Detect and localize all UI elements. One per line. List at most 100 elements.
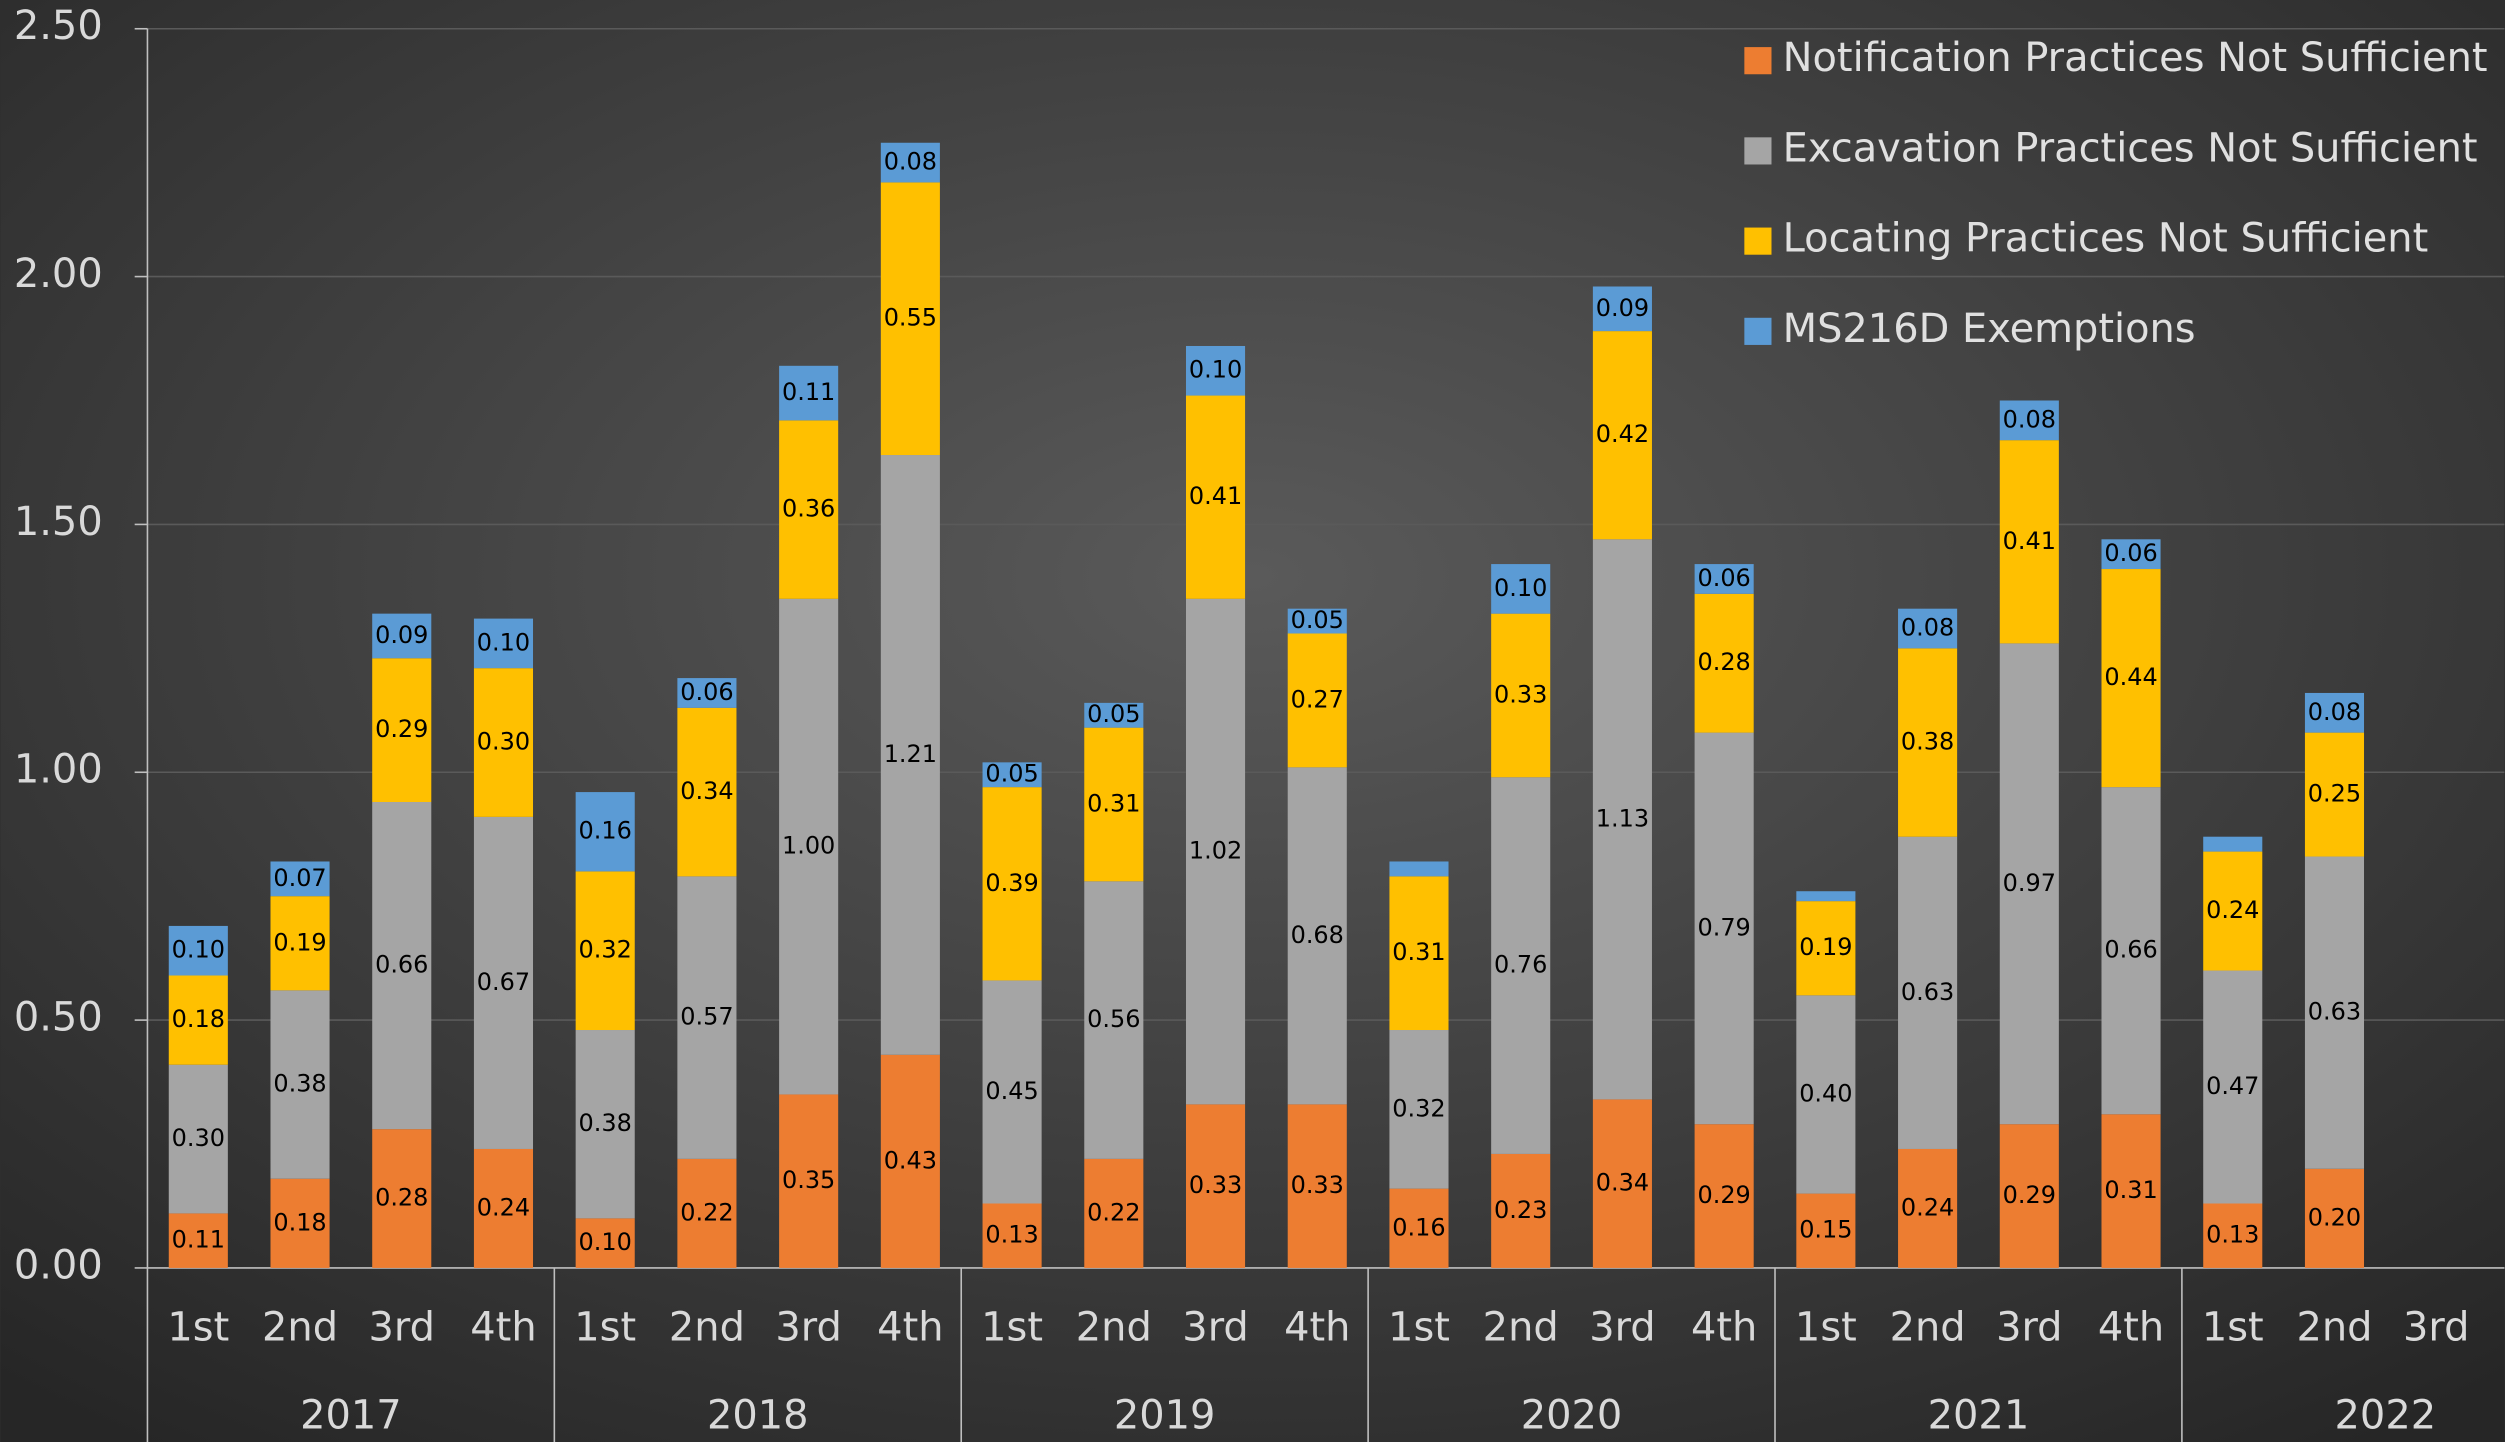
x-tick-label: 1st xyxy=(1388,1305,1450,1351)
bar-segment xyxy=(270,1178,330,1268)
bar-segment xyxy=(1491,777,1551,1154)
bar-segment xyxy=(1999,643,2059,1125)
x-group-label: 2018 xyxy=(707,1393,809,1439)
bar-segment xyxy=(1694,564,1754,594)
data-label: 1.02 xyxy=(1189,837,1242,865)
bar-segment xyxy=(1491,1153,1551,1268)
data-label: 0.33 xyxy=(1291,1171,1344,1199)
bar-segment xyxy=(1084,702,1144,728)
x-tick-label: 1st xyxy=(1795,1305,1857,1351)
data-label: 0.29 xyxy=(375,715,428,743)
data-label: 0.55 xyxy=(884,304,937,332)
data-label: 0.42 xyxy=(1596,420,1649,448)
x-tick-label: 1st xyxy=(2202,1305,2264,1351)
bar-segment xyxy=(1491,564,1551,614)
data-label: 0.10 xyxy=(172,936,225,964)
data-label: 0.27 xyxy=(1291,685,1344,713)
bar-segment xyxy=(372,613,432,659)
bar-segment xyxy=(2101,569,2161,788)
data-label: 0.44 xyxy=(2104,663,2157,691)
bar-segment xyxy=(1185,345,1246,396)
x-tick-label: 3rd xyxy=(2403,1305,2469,1351)
data-label: 1.13 xyxy=(1596,804,1649,832)
x-tick-label: 3rd xyxy=(1589,1305,1655,1351)
x-tick-label: 2nd xyxy=(1890,1305,1966,1351)
bar-segment xyxy=(2304,732,2365,857)
bar-segment xyxy=(677,876,737,1159)
data-label: 0.06 xyxy=(2104,539,2157,567)
data-label: 0.13 xyxy=(985,1221,1038,1249)
x-tick-label: 2nd xyxy=(262,1305,338,1351)
data-label: 0.34 xyxy=(680,777,733,805)
data-label: 0.08 xyxy=(884,148,937,176)
data-label: 0.24 xyxy=(2206,896,2259,924)
bar-segment xyxy=(1287,1104,1347,1268)
data-label: 0.30 xyxy=(172,1124,225,1152)
bar-segment xyxy=(2203,1203,2263,1268)
data-label: 0.11 xyxy=(172,1226,225,1254)
bar-segment xyxy=(1898,836,1958,1149)
y-tick-label: 1.50 xyxy=(14,499,103,545)
bar-segment xyxy=(677,707,737,877)
x-tick-label: 3rd xyxy=(775,1305,841,1351)
data-label: 0.19 xyxy=(273,928,326,956)
data-label: 0.18 xyxy=(273,1208,326,1236)
x-group-label: 2019 xyxy=(1114,1393,1216,1439)
bar-segment xyxy=(1796,1193,1856,1268)
bar-segment xyxy=(2203,851,2263,971)
data-label: 1.21 xyxy=(884,740,937,768)
data-label: 0.16 xyxy=(1392,1213,1445,1241)
bar-segment xyxy=(677,678,737,708)
data-label: 0.11 xyxy=(782,378,835,406)
data-label: 0.30 xyxy=(477,728,530,756)
bar-segment xyxy=(2304,692,2365,733)
bar-segment xyxy=(779,1094,839,1268)
y-tick-label: 1.00 xyxy=(14,747,103,793)
data-label: 0.40 xyxy=(1799,1079,1852,1107)
data-label: 0.41 xyxy=(2003,527,2056,555)
data-label: 0.32 xyxy=(1392,1094,1445,1122)
bar-segment xyxy=(2304,856,2365,1169)
x-group-label: 2017 xyxy=(300,1393,402,1439)
data-label: 0.31 xyxy=(2104,1176,2157,1204)
data-label: 0.20 xyxy=(2308,1203,2361,1231)
bar-segment xyxy=(270,896,330,991)
data-label: 0.34 xyxy=(1596,1169,1649,1197)
bar-segment xyxy=(982,762,1042,788)
data-label: 0.19 xyxy=(1799,933,1852,961)
bar-segment xyxy=(1592,1099,1652,1268)
bar-segment xyxy=(1999,440,2059,644)
legend-swatch xyxy=(1744,137,1772,165)
bar-segment xyxy=(1389,1030,1449,1189)
data-label: 0.66 xyxy=(375,951,428,979)
data-label: 0.06 xyxy=(1697,564,1750,592)
legend-label: Notification Practices Not Sufficient xyxy=(1783,35,2488,81)
data-label: 0.25 xyxy=(2308,780,2361,808)
y-tick-label: 2.00 xyxy=(14,251,103,297)
data-label: 0.22 xyxy=(680,1198,733,1226)
y-tick-label: 0.00 xyxy=(14,1242,103,1288)
bar-segment xyxy=(982,787,1042,981)
bar-segment xyxy=(1185,598,1246,1105)
data-label: 0.10 xyxy=(579,1228,632,1256)
bar-segment xyxy=(1084,1158,1144,1268)
legend-label: Locating Practices Not Sufficient xyxy=(1783,216,2429,262)
bar-segment xyxy=(1185,1104,1246,1268)
bar-segment xyxy=(1389,876,1449,1031)
bar-segment xyxy=(1287,767,1347,1105)
bar-segment xyxy=(1287,633,1347,768)
bar-segment xyxy=(473,618,534,669)
legend-label: MS216D Exemptions xyxy=(1783,306,2196,352)
data-label: 0.32 xyxy=(579,936,632,964)
x-group-label: 2022 xyxy=(2335,1393,2437,1439)
data-label: 0.31 xyxy=(1392,938,1445,966)
bar-segment xyxy=(677,1158,737,1268)
legend-swatch xyxy=(1744,47,1772,75)
bar-segment xyxy=(575,1030,635,1219)
bar-segment xyxy=(1796,995,1856,1194)
bar-segment xyxy=(1084,881,1144,1159)
bar-segment xyxy=(880,142,940,183)
bar-segment xyxy=(2304,1168,2365,1268)
bar-segment xyxy=(575,1218,635,1268)
data-label: 0.66 xyxy=(2104,936,2157,964)
